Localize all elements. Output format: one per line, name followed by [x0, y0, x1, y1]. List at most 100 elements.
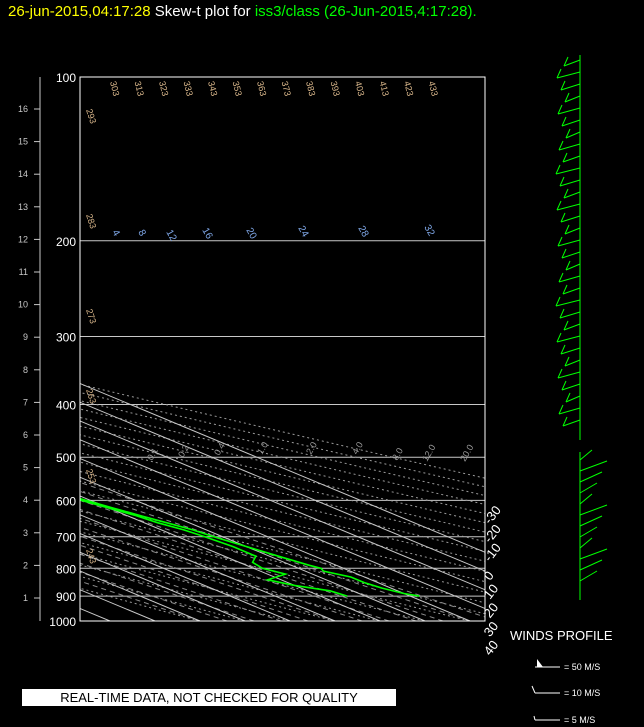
title-source: iss3/class (26-Jun-2015,4:17:28): [254, 3, 473, 20]
theta-label: 303: [108, 80, 121, 97]
wind-barb: [562, 419, 581, 427]
pressure-tick-label: 400: [56, 399, 76, 413]
theta-label: 363: [255, 80, 268, 97]
moist-line: [80, 490, 471, 621]
isotherm: [0, 77, 20, 621]
moist-lines: [80, 481, 485, 621]
wind-barb: [565, 131, 581, 139]
moist-line: [80, 535, 336, 621]
theta-label: 423: [402, 80, 415, 97]
dry-adiabat: [80, 425, 485, 524]
dry-adiabat: [80, 510, 485, 615]
wind-barb-tick: [559, 176, 565, 187]
height-tick-label: 13: [18, 202, 28, 212]
theta-label: 413: [378, 80, 391, 97]
mixing-ratio-label: 28: [355, 224, 370, 240]
wind-barb-tick: [562, 284, 568, 295]
wind-barb-tick: [560, 80, 566, 91]
isotherm: [80, 476, 426, 621]
moist-line: [80, 571, 228, 621]
quality-banner: REAL-TIME DATA, NOT CHECKED FOR QUALITY: [22, 689, 396, 706]
moist-line: [80, 517, 390, 621]
pressure-tick-label: 200: [56, 235, 76, 249]
theta-label: 273: [84, 308, 98, 325]
dry-adiabat: [80, 490, 485, 593]
moist-line: [80, 508, 417, 621]
wind-legend-pennant: [537, 659, 543, 667]
sounding-dewpoint: [80, 499, 348, 597]
wind-barb-tick: [563, 320, 569, 331]
moist-line: [80, 544, 309, 621]
mixing-ratio-label: 4: [109, 228, 122, 239]
wind-barb-tick: [556, 200, 562, 211]
height-tick-label: 6: [23, 430, 28, 440]
wind-barb-tick: [564, 92, 570, 103]
wind-barb: [560, 347, 581, 355]
wind-barb: [556, 71, 581, 79]
dry-adiabat: [80, 408, 485, 505]
theta-label: 393: [329, 80, 342, 97]
wind-barb: [579, 504, 608, 516]
theta-label: 293: [84, 108, 98, 125]
theta-label: 343: [206, 80, 219, 97]
moist-line: [80, 481, 485, 618]
theta-label: 373: [280, 80, 293, 97]
wind-legend-barb-5-tick: [533, 715, 536, 721]
dry-adiabat: [80, 520, 470, 621]
isotherm-label: 40: [481, 637, 502, 658]
isotherm: [80, 495, 381, 621]
isotherm: [80, 439, 485, 610]
wind-barb-tick: [558, 140, 564, 151]
wind-barb-tick: [563, 188, 569, 199]
wind-barb: [563, 191, 581, 199]
moist-line: [80, 499, 444, 621]
height-tick-label: 11: [19, 267, 28, 277]
wind-barb-tick: [565, 392, 571, 403]
wind-barb-tick: [555, 164, 561, 175]
wind-barb: [579, 482, 598, 494]
pressure-tick-label: 100: [56, 71, 76, 85]
wind-barb-tick: [561, 116, 567, 127]
height-tick-label: 1: [23, 593, 28, 603]
wind-barb: [579, 548, 608, 560]
theta-label: 263: [84, 388, 98, 405]
wind-barb-tick: [563, 56, 569, 67]
isotherm: [80, 551, 246, 621]
isotherm: [80, 382, 485, 553]
wind-barb: [558, 275, 581, 283]
title-date: 26-jun-2015,04:17:28: [8, 3, 151, 20]
dry-adiabat: [80, 391, 485, 488]
height-tick-label: 4: [23, 495, 28, 505]
wind-legend-10: = 10 M/S: [564, 688, 601, 698]
wind-profile: [555, 55, 608, 600]
wind-barb-tick: [564, 356, 570, 367]
moist-line: [80, 580, 201, 621]
mixing-ratio-label: 32: [421, 223, 436, 239]
moist-line-label: 8.0: [390, 446, 405, 462]
mixing-ratio-label: 12: [163, 228, 178, 244]
height-tick-label: 5: [23, 463, 28, 473]
wind-barb: [559, 179, 581, 187]
wind-barb: [579, 559, 603, 571]
title-label: Skew-t plot for: [154, 3, 251, 20]
theta-label: 243: [84, 548, 98, 565]
wind-barb: [555, 299, 581, 307]
isotherm: [80, 420, 485, 591]
dry-adiabat: [80, 553, 335, 621]
moist-line-label: 4.0: [350, 440, 365, 456]
theta-label: 283: [84, 213, 98, 230]
wind-barb-tick: [556, 68, 562, 79]
winds-profile-label: WINDS PROFILE: [510, 628, 613, 643]
dry-adiabat: [80, 470, 485, 572]
theta-label: 323: [157, 80, 170, 97]
wind-barb: [561, 251, 581, 259]
mixing-ratio-label: 16: [199, 226, 214, 242]
wind-barb: [562, 155, 581, 163]
wind-barb-tick: [561, 380, 567, 391]
isotherm: [80, 570, 201, 621]
dry-adiabat: [80, 416, 485, 515]
wind-barb: [579, 493, 593, 505]
wind-barb: [561, 383, 581, 391]
